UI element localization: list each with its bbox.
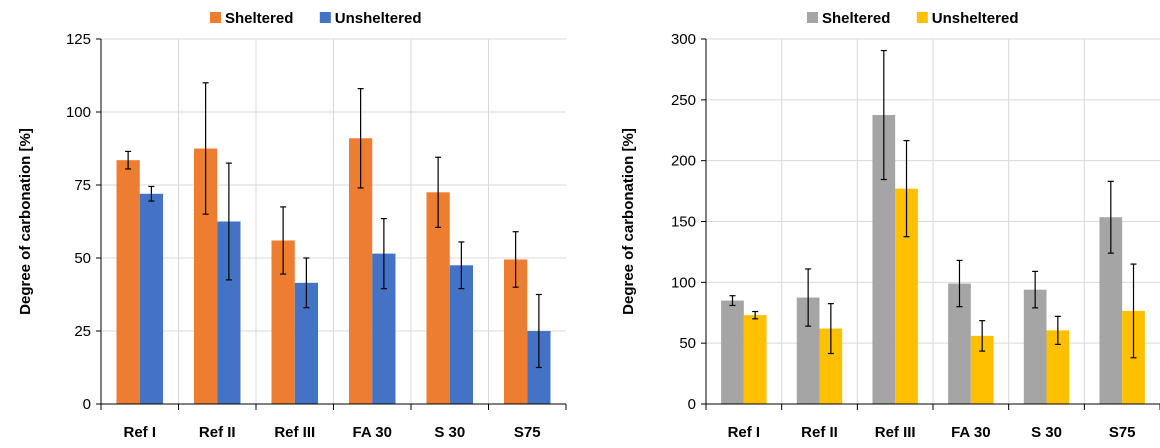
legend-swatch-sheltered <box>210 12 221 23</box>
bar-sheltered <box>116 160 140 404</box>
bar-unsheltered <box>819 328 843 404</box>
x-category-label: S75 <box>514 424 541 441</box>
x-category-label: Ref III <box>274 424 315 441</box>
y-tick-label: 50 <box>679 335 696 352</box>
x-category-label: S 30 <box>434 424 465 441</box>
y-tick-label: 0 <box>688 396 696 413</box>
bar-sheltered <box>349 138 373 404</box>
bar-unsheltered <box>970 335 994 404</box>
chart-right: 0 50 100 150 200 250 300 Ref I Ref II Ref III FA 3… <box>620 10 1160 441</box>
y-tick-label: 125 <box>66 31 91 48</box>
x-category-label: FA 30 <box>353 424 392 441</box>
y-tick-label: 25 <box>74 323 91 340</box>
bar-sheltered <box>426 192 450 404</box>
bar-sheltered <box>1099 217 1123 404</box>
bar-unsheltered <box>1046 330 1070 404</box>
legend-label-unsheltered: Unsheltered <box>335 10 422 27</box>
bar-sheltered <box>721 300 744 404</box>
legend-swatch-sheltered <box>807 12 818 23</box>
y-tick-label: 300 <box>671 31 696 48</box>
bar-sheltered <box>796 297 820 404</box>
x-category-label: Ref III <box>875 424 916 441</box>
y-tick-label: 100 <box>66 104 91 121</box>
y-tick-label: 200 <box>671 153 696 170</box>
legend-swatch-unsheltered <box>916 12 928 23</box>
y-axis-title: Degree of carbonation [%] <box>620 128 637 315</box>
legend-swatch-unsheltered <box>319 12 331 23</box>
bar-unsheltered <box>449 265 473 404</box>
bar-sheltered <box>1023 289 1047 404</box>
x-category-label: Ref I <box>728 424 761 441</box>
y-tick-label: 0 <box>83 396 91 413</box>
bar-sheltered <box>948 283 971 404</box>
legend-label-sheltered: Sheltered <box>225 10 293 27</box>
bar-sheltered <box>504 259 528 404</box>
legend-label-unsheltered: Unsheltered <box>932 10 1019 27</box>
x-category-label: FA 30 <box>951 424 990 441</box>
bar-unsheltered <box>217 221 241 404</box>
y-axis-title: Degree of carbonation [%] <box>17 128 34 315</box>
bar-unsheltered <box>294 282 318 404</box>
chart-left: 0 25 50 75 100 125 Ref I Ref II Ref III FA 30 S 30… <box>17 10 567 441</box>
x-category-label: Ref II <box>199 424 236 441</box>
y-tick-label: 150 <box>671 214 696 231</box>
bar-sheltered <box>271 240 295 404</box>
x-category-label: Ref II <box>801 424 838 441</box>
x-category-label: S 30 <box>1031 424 1062 441</box>
bar-unsheltered <box>895 188 918 404</box>
x-category-label: S75 <box>1109 424 1136 441</box>
y-tick-label: 50 <box>74 250 91 267</box>
y-tick-label: 250 <box>671 92 696 109</box>
bar-unsheltered <box>139 193 163 404</box>
y-tick-label: 100 <box>671 274 696 291</box>
x-category-label: Ref I <box>123 424 156 441</box>
y-tick-label: 75 <box>74 177 91 194</box>
bar-sheltered <box>194 148 218 404</box>
bar-sheltered <box>872 115 896 405</box>
bar-unsheltered <box>743 315 767 404</box>
bar-unsheltered <box>372 253 396 404</box>
legend-label-sheltered: Sheltered <box>822 10 890 27</box>
